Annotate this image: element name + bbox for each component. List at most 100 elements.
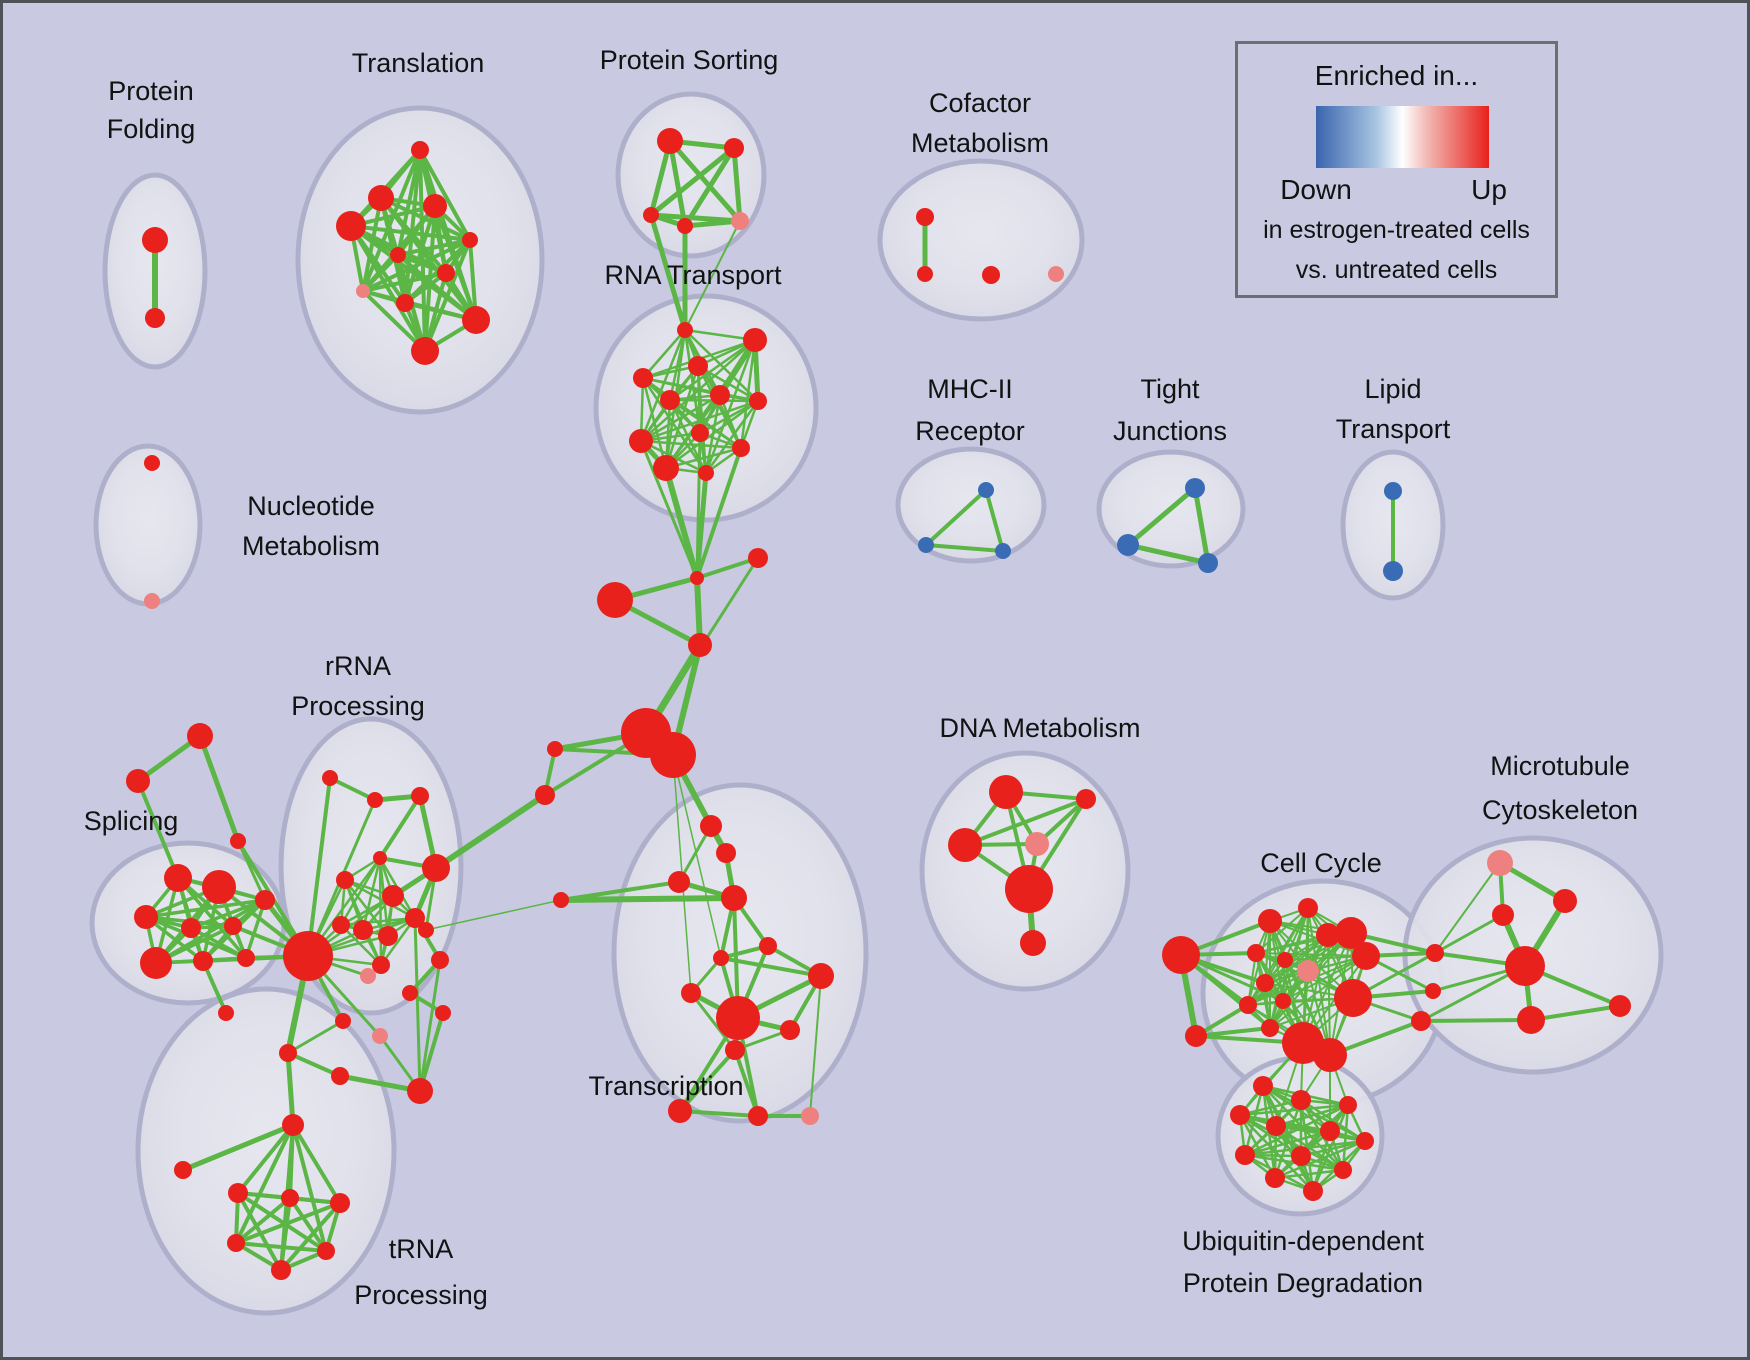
node-s6 [140,947,172,979]
edge-tj1-tj2 [1125,485,1198,548]
node-rt9 [691,424,709,442]
edge-rt10-c1 [695,446,743,580]
edge-rr8-rr12 [339,923,383,967]
cluster-cofactor-metabolism-ellipse [877,158,1085,322]
node-u9 [1291,1146,1311,1166]
legend-down-label: Down [1280,174,1352,205]
edge-m3-m4 [286,1051,342,1078]
node-mt2 [1492,904,1514,926]
edge-tr1-tr8 [361,148,422,293]
node-t11 [668,1099,692,1123]
legend-subtitle-line1: in estrogen-treated cells [1263,216,1530,244]
edge-ma-mt2 [1433,913,1505,955]
node-rt12 [698,465,714,481]
edge-cc1-cc14 [1179,953,1272,1030]
node-ps4 [677,218,693,234]
cluster-protein-sorting-label-0: Protein Sorting [600,45,779,75]
node-rt3 [688,356,708,376]
node-cc5 [1316,923,1340,947]
node-u3 [1339,1096,1357,1114]
node-c3 [597,582,633,618]
node-d6 [1020,930,1046,956]
node-nm2 [144,593,160,609]
node-t6 [713,950,729,966]
node-t13 [801,1107,819,1125]
node-u1 [1253,1076,1273,1096]
edge-th-tf [291,1123,328,1253]
node-cf4 [1048,266,1064,282]
node-tj1 [1185,478,1205,498]
node-rt1 [677,322,693,338]
node-tr8 [356,284,370,298]
edge-tj2-tj3 [1125,542,1211,566]
edge-cc7-cc12 [1282,955,1367,1002]
node-c2 [748,548,768,568]
edge-tr1-tr5 [418,148,472,242]
edge-th-td [234,1123,295,1245]
edge-rt11-c1 [663,465,700,581]
cluster-translation-label-0: Translation [352,48,485,78]
node-m1 [335,1013,351,1029]
node-cf1 [916,208,934,226]
edge-u10-u11 [1273,1168,1345,1180]
node-rt6 [710,385,730,405]
edge-ps2-ps4 [682,145,737,229]
node-tj2 [1117,534,1139,556]
edge-td-tf [234,1241,328,1253]
edge-ps3-rt1 [648,212,688,333]
node-m8 [435,1005,451,1021]
node-mb [1425,983,1441,999]
node-spb [126,769,150,793]
edge-cc7-cc8 [1255,952,1367,957]
edge-tr5-tr8 [361,238,472,293]
edge-s3-s7 [144,915,205,963]
edge-rt8-rt12 [639,439,708,475]
network-svg: Protein Folding Translation Protein Sorting… [84,45,1664,1316]
node-rt5 [660,390,680,410]
cluster-mhc-ii-receptor-label-1: Receptor [915,416,1025,446]
edge-rt2-rt5 [668,338,757,402]
node-u11 [1265,1168,1285,1188]
cluster-cell-cycle-label-0: Cell Cycle [1260,848,1382,878]
edge-tr3-tr11 [349,224,427,353]
node-s5 [224,917,242,935]
edge-m5-m8 [418,1011,445,1093]
node-cc13 [1239,996,1257,1014]
edge-rr1-rr2 [328,776,377,802]
cluster-mhc-ii-receptor-label-0: MHC-II [927,374,1012,404]
node-lt2 [1383,561,1403,581]
node-rt8 [629,429,653,453]
node-rr8 [332,916,350,934]
node-u8 [1235,1145,1255,1165]
cluster-splicing-label-0: Splicing [84,806,179,836]
node-m4 [331,1067,349,1085]
node-pf2 [145,308,165,328]
node-tr1 [411,141,429,159]
cluster-rrna-processing-label-0: rRNA [325,651,391,681]
node-rt11 [653,455,679,481]
node-ps2 [724,138,744,158]
edge-u2-u4 [1238,1098,1303,1117]
cluster-trna-processing-label-1: Processing [354,1280,488,1310]
node-rt10 [732,439,750,457]
edge-rt8-rt10 [639,439,743,450]
node-u10 [1334,1161,1352,1179]
node-tc [330,1193,350,1213]
node-th2 [716,996,760,1040]
node-th [282,1114,304,1136]
edge-cc9-cc14 [1269,959,1286,1029]
legend-gradient-bar [1316,106,1489,168]
node-cc9 [1277,952,1293,968]
edge-tr1-tr9 [403,148,422,305]
network-nodes [126,128,1631,1280]
cluster-rrna-processing-label-1: Processing [291,691,425,721]
edge-u6-u12 [1311,1129,1332,1193]
node-cc7 [1352,942,1380,970]
node-u6 [1320,1121,1340,1141]
edge-u6-u8 [1243,1129,1332,1157]
edge-ta-te [236,1191,283,1272]
node-s2 [202,870,236,904]
cluster-ubiquitin-degradation-label-0: Ubiquitin-dependent [1182,1226,1424,1256]
node-rrh [283,931,333,981]
cluster-lipid-transport-label-1: Transport [1336,414,1451,444]
